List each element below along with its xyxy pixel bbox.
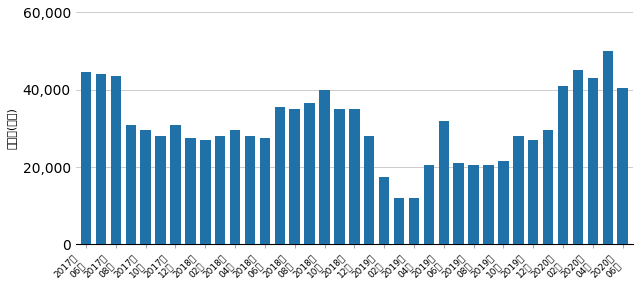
Bar xyxy=(454,163,464,244)
Bar xyxy=(244,136,255,244)
Bar xyxy=(349,109,360,244)
Bar xyxy=(394,198,404,244)
Bar xyxy=(573,71,583,244)
Bar xyxy=(185,138,196,244)
Bar xyxy=(618,88,628,244)
Bar xyxy=(498,161,509,244)
Bar xyxy=(438,121,449,244)
Bar xyxy=(558,86,568,244)
Bar xyxy=(379,177,389,244)
Bar xyxy=(111,76,121,244)
Bar xyxy=(275,107,285,244)
Bar xyxy=(200,140,211,244)
Bar xyxy=(602,51,613,244)
Bar xyxy=(364,136,374,244)
Bar xyxy=(289,109,300,244)
Bar xyxy=(125,125,136,244)
Bar xyxy=(543,130,554,244)
Bar xyxy=(528,140,538,244)
Bar xyxy=(156,136,166,244)
Bar xyxy=(81,72,92,244)
Y-axis label: 거래량(건수): 거래량(건수) xyxy=(7,107,17,149)
Bar xyxy=(140,130,151,244)
Bar xyxy=(334,109,345,244)
Bar xyxy=(588,78,598,244)
Bar xyxy=(305,103,315,244)
Bar xyxy=(319,90,330,244)
Bar xyxy=(424,165,434,244)
Bar xyxy=(260,138,270,244)
Bar xyxy=(513,136,524,244)
Bar xyxy=(230,130,240,244)
Bar xyxy=(170,125,180,244)
Bar xyxy=(409,198,419,244)
Bar xyxy=(483,165,493,244)
Bar xyxy=(468,165,479,244)
Bar xyxy=(96,74,106,244)
Bar xyxy=(215,136,225,244)
